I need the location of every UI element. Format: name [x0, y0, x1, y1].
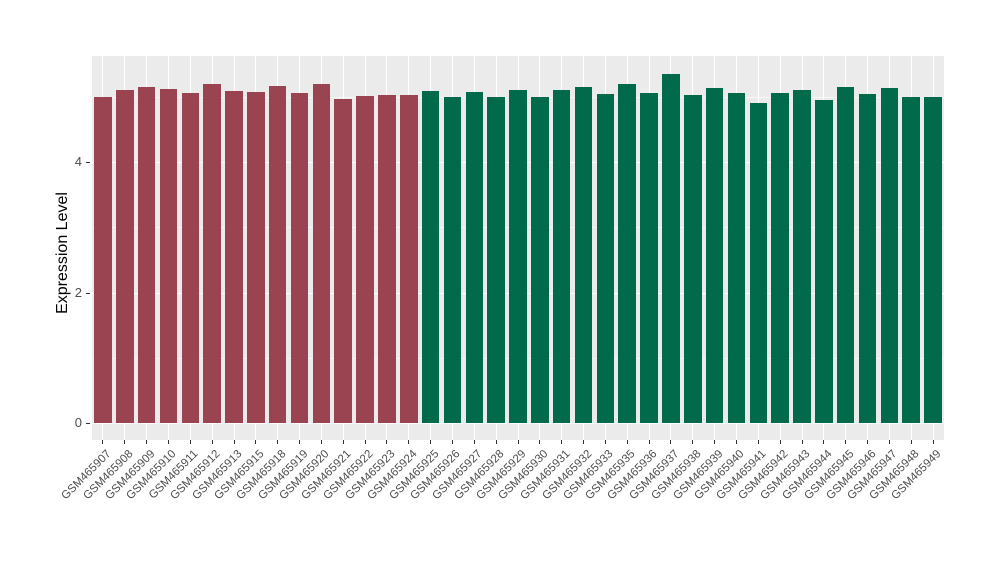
- x-tick-GSM465910: [167, 440, 169, 444]
- bar-GSM465932: [574, 86, 593, 423]
- bar-GSM465929: [509, 89, 527, 423]
- bar-GSM465947: [880, 88, 899, 423]
- x-tick-GSM465936: [648, 440, 650, 444]
- x-tick-GSM465908: [124, 440, 126, 444]
- x-tick-GSM465912: [211, 440, 213, 444]
- bar-GSM465941: [749, 102, 768, 423]
- bar-GSM465945: [836, 86, 855, 423]
- bar-GSM465940: [727, 92, 746, 423]
- x-tick-GSM465947: [888, 440, 890, 444]
- y-tick-2: [86, 292, 90, 294]
- bar-GSM465933: [596, 94, 615, 423]
- x-tick-GSM465925: [430, 440, 432, 444]
- bar-GSM465912: [203, 83, 221, 423]
- x-tick-GSM465932: [583, 440, 585, 444]
- x-tick-GSM465946: [867, 440, 869, 444]
- bar-GSM465926: [443, 97, 462, 423]
- x-tick-GSM465907: [102, 440, 104, 444]
- bar-GSM465949: [924, 96, 942, 423]
- bar-GSM465907: [94, 96, 112, 423]
- bar-GSM465923: [378, 95, 396, 423]
- x-tick-GSM465943: [801, 440, 803, 444]
- x-tick-GSM465913: [233, 440, 235, 444]
- bar-GSM465928: [487, 97, 505, 423]
- bar-GSM465946: [858, 94, 877, 423]
- bar-GSM465939: [705, 88, 724, 423]
- x-tick-GSM465949: [932, 440, 934, 444]
- x-tick-GSM465942: [779, 440, 781, 444]
- y-tick-0: [86, 423, 90, 424]
- x-tick-GSM465931: [561, 440, 563, 444]
- x-tick-GSM465939: [714, 440, 716, 444]
- x-tick-GSM465926: [451, 440, 453, 444]
- x-tick-GSM465923: [386, 440, 388, 444]
- x-tick-GSM465945: [845, 440, 847, 444]
- bar-GSM465938: [684, 94, 702, 423]
- y-tick-label-0: 0: [74, 415, 82, 430]
- x-tick-GSM465944: [823, 440, 825, 444]
- x-tick-GSM465924: [408, 440, 410, 444]
- bar-GSM465936: [640, 92, 658, 423]
- x-tick-GSM465937: [670, 440, 672, 444]
- x-tick-GSM465941: [757, 440, 759, 444]
- x-tick-GSM465938: [692, 440, 694, 444]
- bar-GSM465944: [815, 100, 833, 423]
- y-tick-label-4: 4: [74, 154, 82, 169]
- x-tick-GSM465929: [517, 440, 519, 444]
- bar-GSM465921: [334, 98, 352, 423]
- y-tick-4: [86, 162, 90, 163]
- y-tick-label-2: 2: [74, 284, 82, 300]
- x-tick-GSM465918: [277, 440, 279, 444]
- bar-GSM465948: [902, 96, 920, 423]
- x-tick-GSM465928: [495, 440, 497, 444]
- bar-GSM465910: [159, 88, 178, 423]
- x-tick-GSM465909: [146, 440, 148, 444]
- bar-GSM465931: [552, 89, 571, 423]
- bar-GSM465922: [356, 96, 374, 423]
- x-tick-GSM465922: [364, 440, 366, 444]
- bar-GSM465937: [662, 73, 680, 423]
- bar-GSM465918: [268, 86, 287, 423]
- x-tick-GSM465930: [539, 440, 541, 444]
- bar-GSM465943: [793, 90, 811, 423]
- bar-GSM465930: [531, 96, 549, 423]
- x-tick-GSM465935: [626, 440, 628, 444]
- x-tick-GSM465933: [604, 440, 606, 444]
- bar-GSM465919: [290, 93, 309, 423]
- x-tick-GSM465911: [189, 440, 191, 444]
- x-tick-GSM465915: [255, 440, 257, 444]
- x-tick-GSM465948: [910, 440, 912, 444]
- bar-GSM465920: [312, 84, 331, 423]
- bar-GSM465927: [465, 92, 484, 423]
- plot-panel: [92, 56, 944, 440]
- bar-GSM465915: [247, 92, 265, 423]
- bar-GSM465925: [421, 90, 440, 423]
- bar-GSM465942: [771, 92, 789, 423]
- x-tick-GSM465940: [735, 440, 737, 444]
- x-tick-GSM465919: [299, 440, 301, 444]
- bar-GSM465913: [225, 90, 243, 423]
- x-tick-GSM465920: [320, 440, 322, 444]
- bar-GSM465924: [400, 94, 418, 423]
- x-tick-GSM465921: [342, 440, 344, 444]
- bar-GSM465935: [618, 84, 636, 423]
- bar-GSM465909: [137, 86, 156, 423]
- x-tick-GSM465927: [473, 440, 475, 444]
- bar-GSM465908: [116, 89, 134, 423]
- bar-GSM465911: [181, 92, 200, 423]
